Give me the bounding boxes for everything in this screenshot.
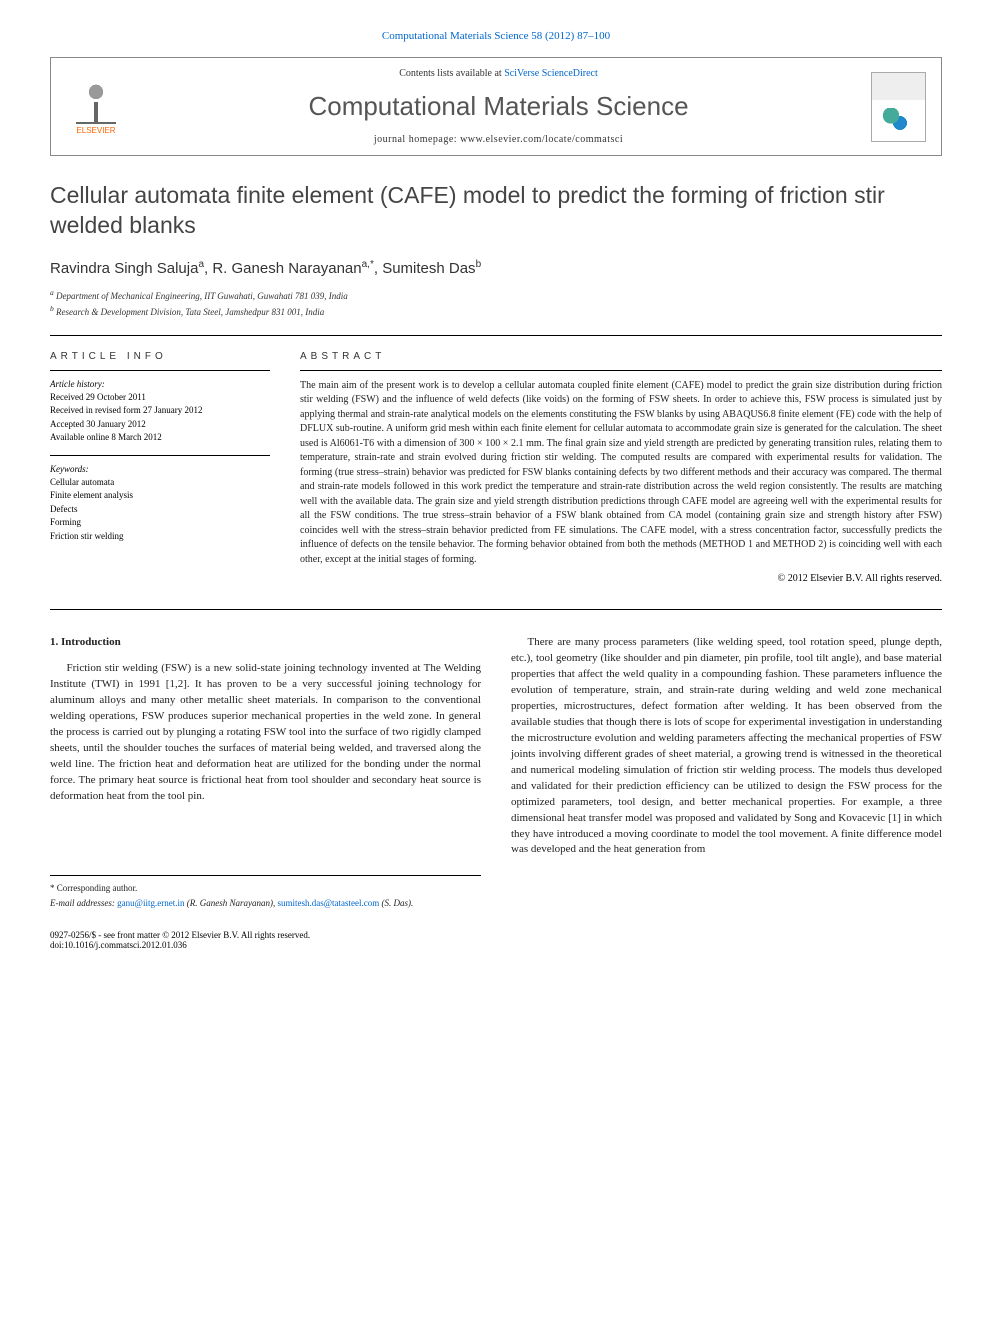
- citation-bar: Computational Materials Science 58 (2012…: [50, 30, 942, 42]
- journal-name: Computational Materials Science: [126, 91, 871, 122]
- info-divider: [50, 370, 270, 371]
- email-1[interactable]: ganu@iitg.ernet.in: [117, 898, 184, 908]
- author-3-affil: b: [476, 259, 482, 270]
- affiliation-b-text: Research & Development Division, Tata St…: [56, 307, 324, 317]
- article-title: Cellular automata finite element (CAFE) …: [50, 181, 942, 241]
- citation-link[interactable]: Computational Materials Science 58 (2012…: [382, 30, 610, 42]
- abstract-column: abstract The main aim of the present wor…: [300, 351, 942, 585]
- intro-paragraph-1: Friction stir welding (FSW) is a new sol…: [50, 661, 481, 804]
- contents-line: Contents lists available at SciVerse Sci…: [126, 68, 871, 79]
- affiliation-a: a Department of Mechanical Engineering, …: [50, 287, 942, 304]
- author-2: R. Ganesh Narayanan: [212, 260, 361, 277]
- abstract-text: The main aim of the present work is to d…: [300, 379, 942, 568]
- article-info-column: article info Article history: Received 2…: [50, 351, 270, 585]
- online-date: Available online 8 March 2012: [50, 431, 270, 445]
- copyright-line: © 2012 Elsevier B.V. All rights reserved…: [300, 573, 942, 584]
- contents-prefix: Contents lists available at: [399, 68, 504, 79]
- author-2-affil: a,*: [362, 259, 374, 270]
- corresponding-author: * Corresponding author.: [50, 882, 481, 895]
- author-3: Sumitesh Das: [382, 260, 475, 277]
- abstract-divider: [300, 370, 942, 371]
- email-1-name: (R. Ganesh Narayanan),: [184, 898, 277, 908]
- doi-line: doi:10.1016/j.commatsci.2012.01.036: [50, 940, 310, 950]
- body-columns: 1. Introduction Friction stir welding (F…: [50, 635, 942, 910]
- affiliations: a Department of Mechanical Engineering, …: [50, 287, 942, 320]
- emails-line: E-mail addresses: ganu@iitg.ernet.in (R.…: [50, 897, 481, 910]
- body-column-right: There are many process parameters (like …: [511, 635, 942, 910]
- elsevier-logo: ELSEVIER: [66, 72, 126, 142]
- journal-cover-thumbnail: [871, 72, 926, 142]
- info-abstract-row: article info Article history: Received 2…: [50, 351, 942, 585]
- info-divider-2: [50, 455, 270, 456]
- revised-date: Received in revised form 27 January 2012: [50, 404, 270, 418]
- sciencedirect-link[interactable]: SciVerse ScienceDirect: [504, 68, 598, 79]
- section-divider: [50, 335, 942, 336]
- email-2-name: (S. Das).: [379, 898, 413, 908]
- intro-paragraph-2: There are many process parameters (like …: [511, 635, 942, 858]
- footer-bottom: 0927-0256/$ - see front matter © 2012 El…: [50, 930, 942, 950]
- author-1-affil: a: [198, 259, 204, 270]
- keyword-item: Defects: [50, 503, 270, 517]
- keyword-item: Finite element analysis: [50, 489, 270, 503]
- header-center: Contents lists available at SciVerse Sci…: [126, 68, 871, 145]
- authors-line: Ravindra Singh Salujaa, R. Ganesh Naraya…: [50, 259, 942, 277]
- received-date: Received 29 October 2011: [50, 391, 270, 405]
- homepage-prefix: journal homepage:: [374, 134, 460, 145]
- email-2[interactable]: sumitesh.das@tatasteel.com: [277, 898, 379, 908]
- keywords-label: Keywords:: [50, 464, 270, 474]
- intro-heading: 1. Introduction: [50, 635, 481, 651]
- homepage-url[interactable]: www.elsevier.com/locate/commatsci: [460, 134, 623, 145]
- abstract-heading: abstract: [300, 351, 942, 362]
- keyword-item: Forming: [50, 516, 270, 530]
- journal-header: ELSEVIER Contents lists available at Sci…: [50, 57, 942, 156]
- body-divider: [50, 609, 942, 610]
- elsevier-tree-icon: [76, 79, 116, 124]
- footer-area: * Corresponding author. E-mail addresses…: [50, 875, 481, 910]
- footer-left: 0927-0256/$ - see front matter © 2012 El…: [50, 930, 310, 950]
- elsevier-label: ELSEVIER: [76, 126, 115, 135]
- body-column-left: 1. Introduction Friction stir welding (F…: [50, 635, 481, 910]
- affiliation-b: b Research & Development Division, Tata …: [50, 303, 942, 320]
- homepage-line: journal homepage: www.elsevier.com/locat…: [126, 134, 871, 145]
- emails-label: E-mail addresses:: [50, 898, 117, 908]
- article-info-heading: article info: [50, 351, 270, 362]
- accepted-date: Accepted 30 January 2012: [50, 418, 270, 432]
- affiliation-a-text: Department of Mechanical Engineering, II…: [56, 291, 348, 301]
- keyword-item: Friction stir welding: [50, 530, 270, 544]
- history-label: Article history:: [50, 379, 270, 389]
- author-1: Ravindra Singh Saluja: [50, 260, 198, 277]
- keyword-item: Cellular automata: [50, 476, 270, 490]
- issn-line: 0927-0256/$ - see front matter © 2012 El…: [50, 930, 310, 940]
